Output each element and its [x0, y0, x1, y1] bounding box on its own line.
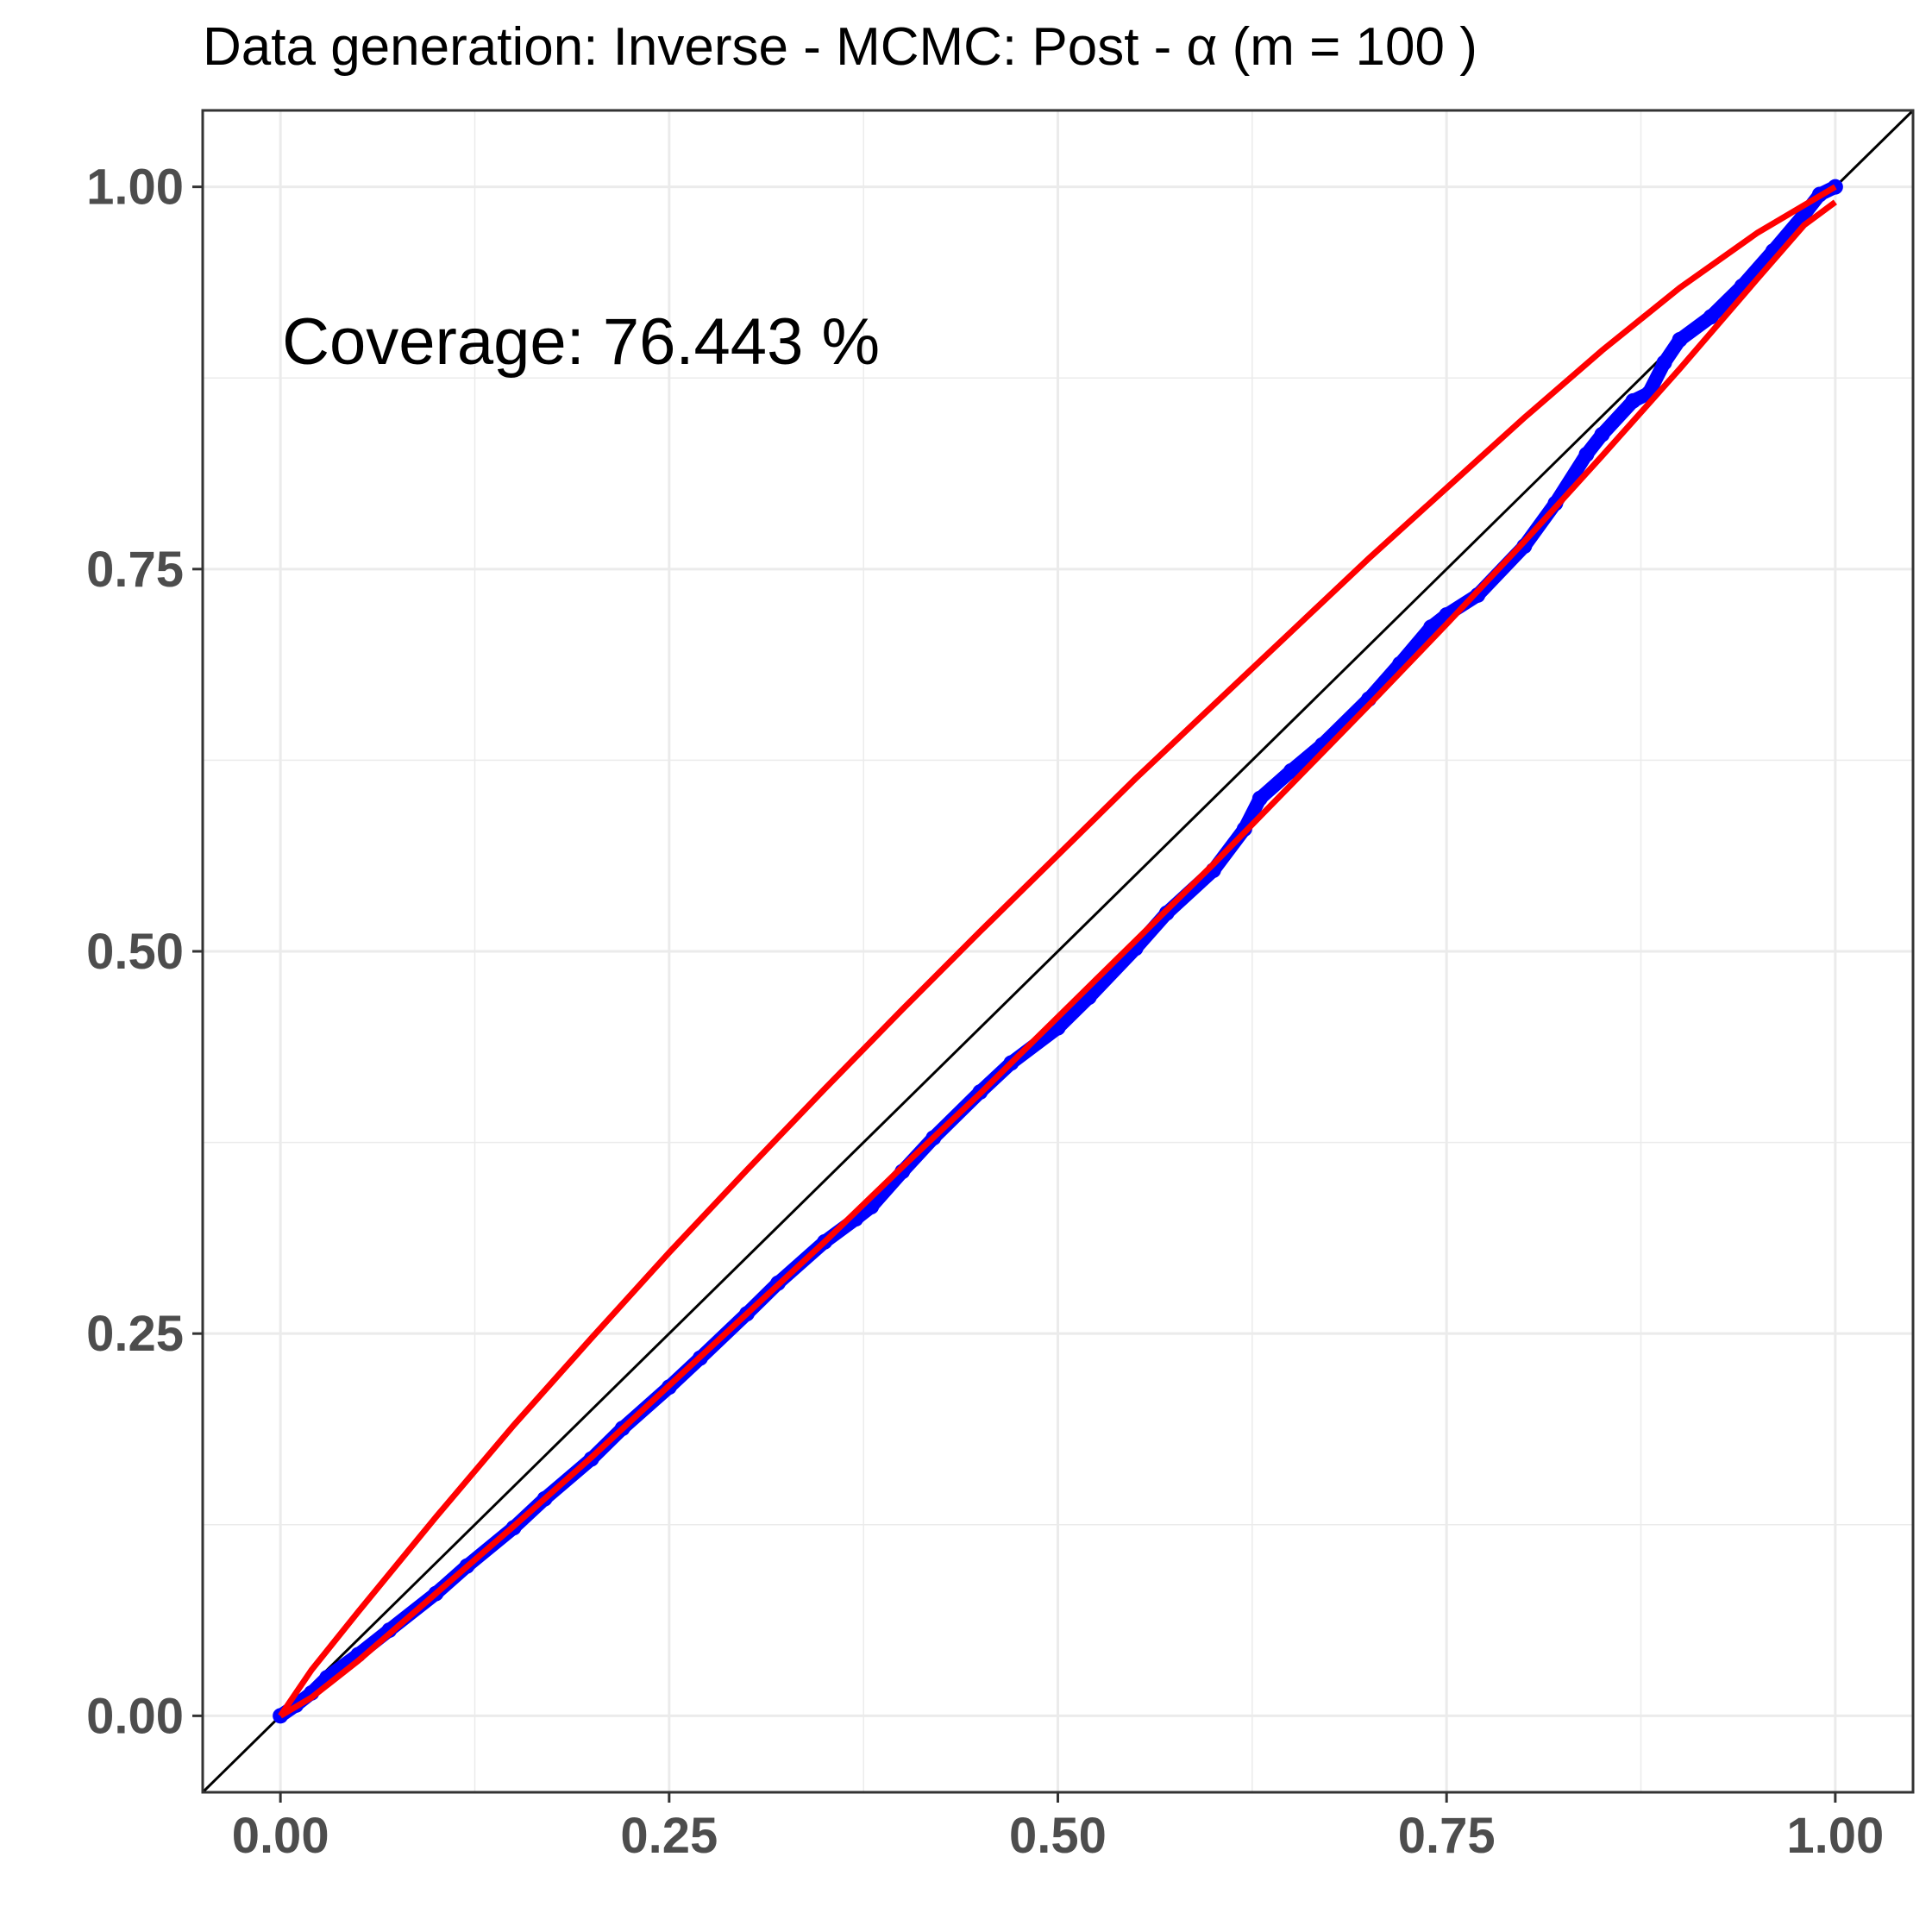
y-tick-label: 0.50	[86, 924, 184, 980]
x-tick-label: 0.50	[1009, 1808, 1107, 1864]
y-axis: 0.00 0.25 0.50 0.75 1.00	[86, 160, 203, 1744]
band-upper-line	[278, 184, 1837, 1718]
data-point	[1283, 762, 1299, 779]
chart-title: Data generation: Inverse - MCMC: Post - …	[203, 17, 1477, 77]
y-tick-label: 0.25	[86, 1306, 184, 1362]
data-point	[1672, 331, 1688, 348]
plot-panel	[201, 109, 1915, 1794]
data-point	[1423, 619, 1440, 636]
x-tick-label: 1.00	[1786, 1808, 1884, 1864]
x-tick-label: 0.75	[1398, 1808, 1496, 1864]
data-point	[1578, 446, 1595, 462]
data-point	[1594, 426, 1610, 442]
x-tick-label: 0.00	[232, 1808, 329, 1864]
band-lower-line	[279, 199, 1837, 1719]
coverage-annotation: Coverage: 76.443 %	[282, 305, 880, 379]
reference-diagonal-line	[201, 109, 1915, 1794]
y-tick-label: 0.00	[86, 1688, 184, 1744]
data-point	[1251, 790, 1268, 806]
x-tick-label: 0.25	[620, 1808, 718, 1864]
data-point	[1625, 392, 1641, 409]
y-tick-label: 0.75	[86, 542, 184, 598]
data-point	[1656, 354, 1672, 371]
y-tick-label: 1.00	[86, 160, 184, 216]
data-point	[1703, 309, 1719, 325]
x-axis: 0.00 0.25 0.50 0.75 1.00	[232, 1792, 1884, 1864]
